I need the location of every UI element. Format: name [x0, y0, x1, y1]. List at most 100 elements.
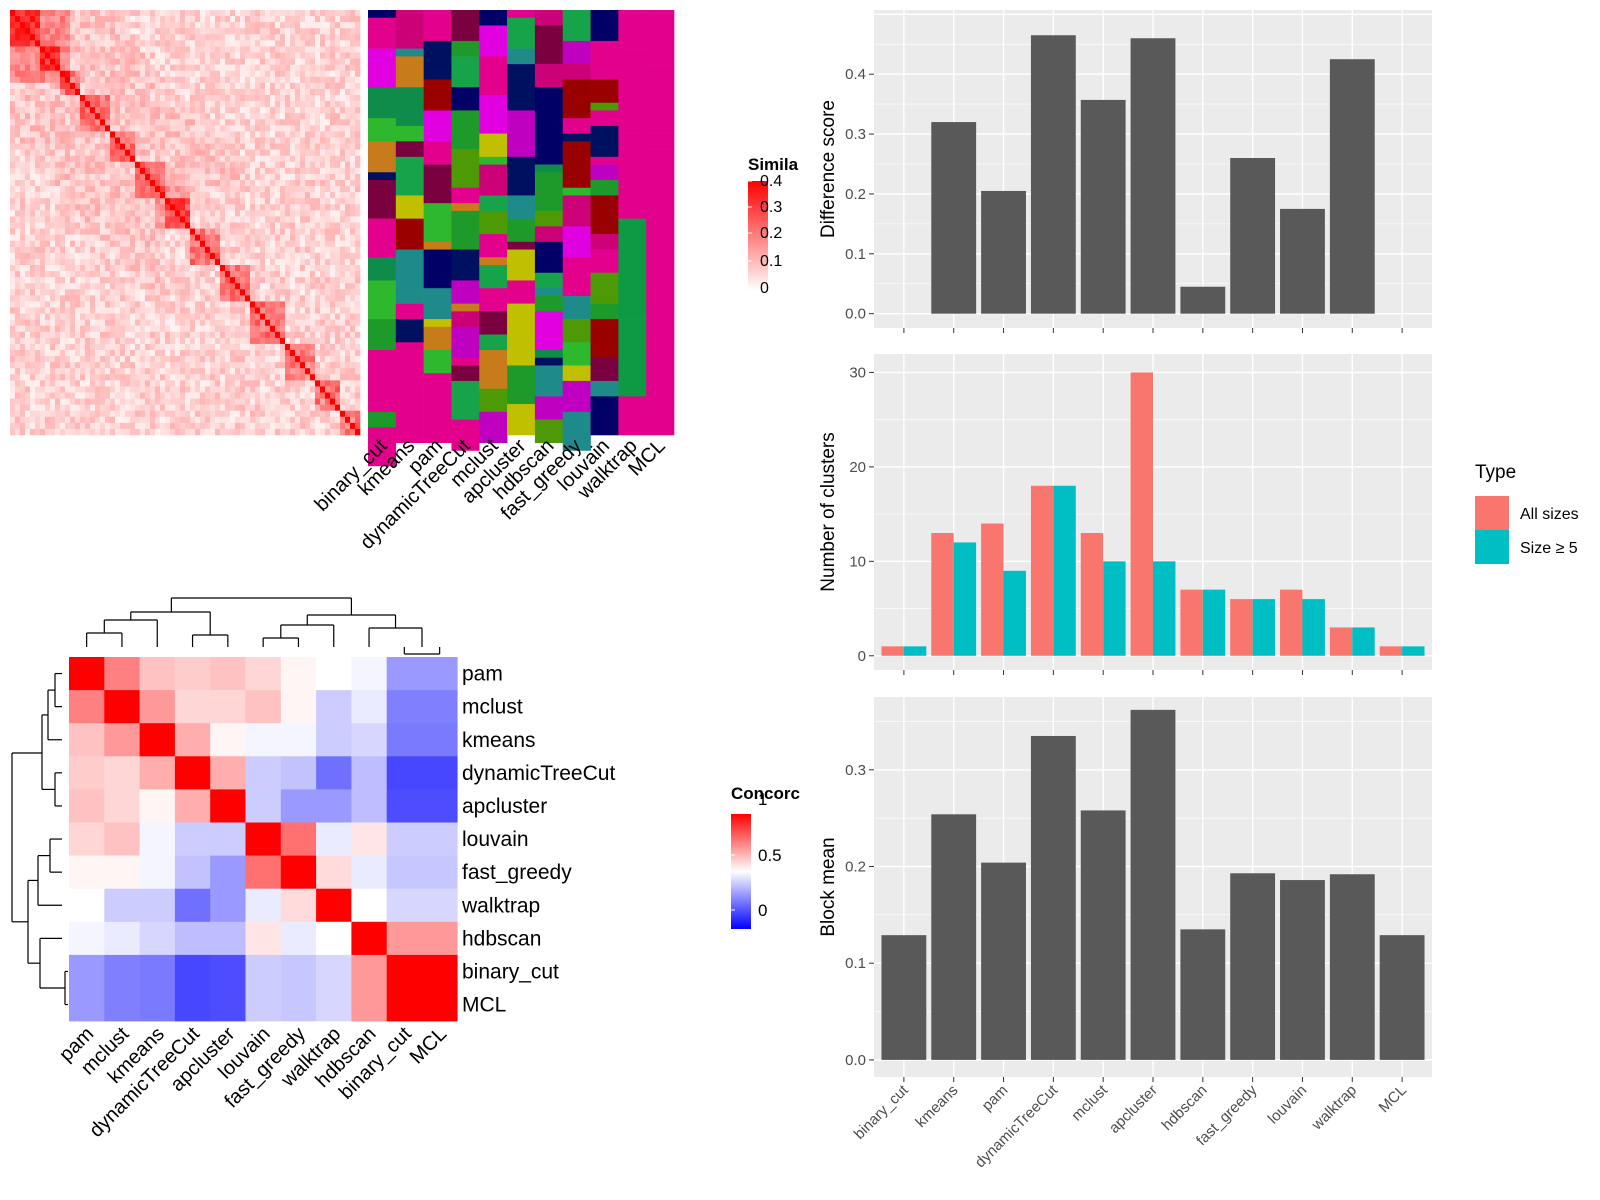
similarity-cell — [10, 10, 16, 17]
similarity-cell — [185, 410, 191, 418]
similarity-cell — [40, 289, 46, 296]
similarity-cell — [330, 392, 336, 399]
similarity-cell — [140, 198, 146, 205]
similarity-cell — [225, 52, 231, 59]
similarity-cell — [335, 343, 341, 351]
similarity-cell — [85, 271, 91, 278]
similarity-cell — [130, 198, 136, 205]
similarity-cell — [250, 192, 256, 199]
similarity-cell — [110, 228, 116, 235]
similarity-cell — [90, 28, 96, 35]
similarity-cell — [220, 283, 226, 290]
similarity-cell — [315, 107, 321, 114]
similarity-cell — [285, 167, 291, 175]
similarity-cell — [355, 52, 361, 59]
similarity-cell — [85, 180, 91, 187]
similarity-cell — [270, 295, 276, 302]
similarity-cell — [285, 34, 291, 41]
similarity-cell — [320, 398, 326, 405]
similarity-cell — [210, 113, 216, 120]
similarity-cell — [95, 258, 101, 266]
similarity-cell — [20, 240, 26, 248]
similarity-cell — [250, 143, 256, 150]
similarity-cell — [35, 198, 41, 205]
similarity-cell — [315, 198, 321, 205]
similarity-cell — [25, 234, 31, 242]
similarity-cell — [130, 28, 136, 35]
similarity-cell — [310, 283, 316, 290]
similarity-cell — [130, 398, 136, 405]
similarity-cell — [300, 125, 306, 132]
cluster-cell — [395, 303, 424, 320]
similarity-cell — [315, 34, 321, 41]
similarity-cell — [275, 380, 281, 387]
similarity-cell — [120, 155, 126, 163]
similarity-cell — [305, 216, 311, 223]
similarity-cell — [20, 404, 26, 412]
similarity-cell — [225, 16, 231, 23]
similarity-cell — [135, 392, 141, 399]
similarity-cell — [205, 210, 211, 217]
similarity-cell — [265, 119, 271, 126]
similarity-cell — [285, 131, 291, 138]
similarity-cell — [40, 350, 46, 357]
similarity-cell — [135, 386, 141, 393]
similarity-cell — [10, 283, 16, 290]
similarity-cell — [35, 301, 41, 308]
similarity-cell — [315, 82, 321, 90]
similarity-cell — [125, 180, 131, 187]
similarity-cell — [165, 392, 171, 399]
similarity-cell — [180, 252, 186, 260]
similarity-cell — [310, 265, 316, 272]
similarity-cell — [230, 186, 236, 193]
similarity-cell — [235, 76, 241, 84]
similarity-cell — [210, 374, 216, 381]
similarity-cell — [50, 204, 56, 211]
similarity-cell — [285, 192, 291, 199]
similarity-cell — [45, 107, 51, 114]
similarity-cell — [180, 350, 186, 357]
similarity-cell — [145, 101, 151, 108]
similarity-cell — [165, 404, 171, 412]
similarity-cell — [255, 167, 261, 175]
similarity-cell — [325, 167, 331, 175]
similarity-cell — [295, 216, 301, 223]
similarity-cell — [355, 222, 361, 229]
similarity-cell — [240, 265, 246, 272]
similarity-cell — [160, 289, 166, 296]
similarity-cell — [205, 301, 211, 308]
similarity-cell — [285, 410, 291, 418]
similarity-cell — [110, 337, 116, 345]
similarity-cell — [255, 222, 261, 229]
similarity-cell — [320, 34, 326, 41]
similarity-cell — [355, 64, 361, 72]
similarity-cell — [355, 210, 361, 217]
similarity-cell — [260, 350, 266, 357]
similarity-cell — [275, 143, 281, 150]
similarity-cell — [75, 307, 81, 314]
similarity-cell — [280, 198, 286, 205]
similarity-cell — [135, 131, 141, 138]
similarity-cell — [90, 404, 96, 412]
similarity-cell — [160, 16, 166, 23]
similarity-cell — [135, 155, 141, 163]
similarity-cell — [270, 398, 276, 405]
similarity-cell — [85, 16, 91, 23]
similarity-cell — [250, 40, 256, 47]
similarity-cell — [265, 95, 271, 102]
similarity-cell — [165, 180, 171, 187]
similarity-cell — [260, 76, 266, 84]
similarity-cell — [285, 368, 291, 375]
similarity-cell — [185, 422, 191, 430]
similarity-cell — [70, 10, 76, 17]
similarity-cell — [260, 428, 266, 436]
similarity-cell — [295, 28, 301, 35]
similarity-cell — [165, 101, 171, 108]
similarity-cell — [190, 88, 196, 96]
similarity-cell — [270, 149, 276, 157]
similarity-cell — [330, 416, 336, 424]
similarity-cell — [240, 40, 246, 47]
similarity-cell — [240, 283, 246, 290]
similarity-cell — [350, 161, 356, 169]
similarity-cell — [225, 283, 231, 290]
